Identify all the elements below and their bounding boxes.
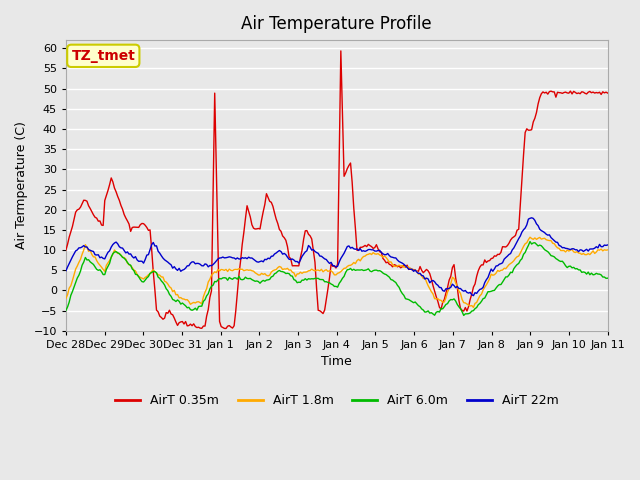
Text: TZ_tmet: TZ_tmet [72, 49, 135, 63]
Legend: AirT 0.35m, AirT 1.8m, AirT 6.0m, AirT 22m: AirT 0.35m, AirT 1.8m, AirT 6.0m, AirT 2… [110, 389, 564, 412]
Title: Air Temperature Profile: Air Temperature Profile [241, 15, 432, 33]
X-axis label: Time: Time [321, 355, 352, 369]
Y-axis label: Air Termperature (C): Air Termperature (C) [15, 121, 28, 250]
